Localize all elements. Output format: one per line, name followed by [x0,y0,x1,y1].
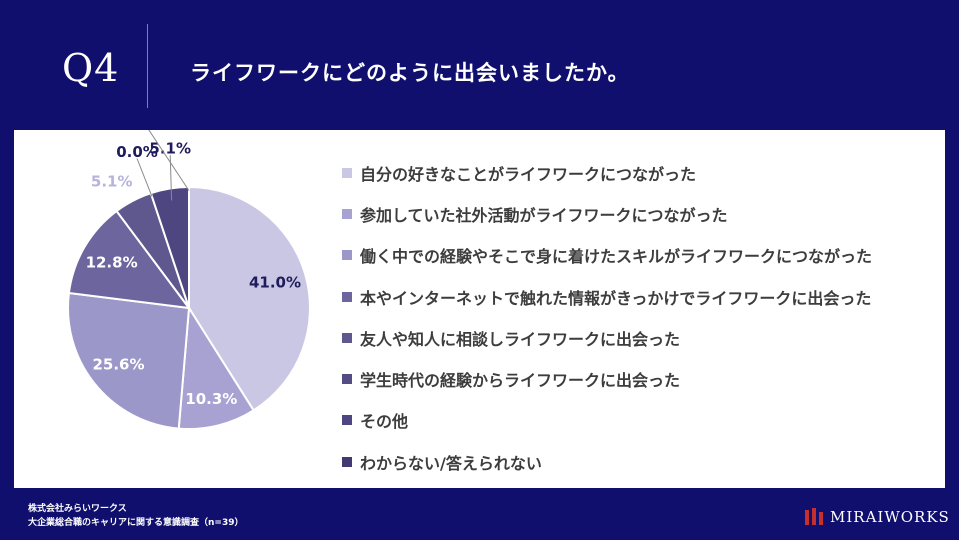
data-label: 5.1% [91,172,133,190]
legend-item: その他 [342,400,872,441]
legend-swatch [342,250,352,261]
pie-slice [67,209,192,310]
legend-item: 働く中での経験やそこで身に着けたスキルがライフワークにつながった [342,235,872,276]
legend-label: 本やインターネットで触れた情報がきっかけでライフワークに出会った [360,288,872,308]
logo-mark-icon [805,508,823,525]
data-label: 5.1% [149,140,191,158]
footer-source: 株式会社みらいワークス 大企業総合職のキャリアに関する意識調査（n=39） [28,502,243,530]
question-number: Q4 [62,46,120,90]
logo-text: MIRAIWORKS [830,508,950,526]
data-label: 10.3% [185,390,237,408]
data-label: 41.0% [249,274,301,292]
legend-swatch [342,332,352,343]
legend-swatch [342,291,352,302]
pie-slice [67,291,191,430]
legend-item: 参加していた社外活動がライフワークにつながった [342,193,872,234]
legend-swatch [342,374,352,385]
data-label: 12.8% [86,254,138,272]
pie-slice [177,304,255,430]
legend-item: 学生時代の経験からライフワークに出会った [342,358,872,399]
header: Q4 ライフワークにどのように出会いましたか。 [0,0,959,125]
legend-item: わからない/答えられない [342,441,872,482]
data-label: 25.6% [92,356,144,374]
legend-item: 本やインターネットで触れた情報がきっかけでライフワークに出会った [342,276,872,317]
footer-survey: 大企業総合職のキャリアに関する意識調査（n=39） [28,518,244,528]
legend-label: その他 [360,412,409,432]
pie-chart: 41.0%10.3%25.6%12.8%5.1%0.0%5.1%0.0% [67,130,311,430]
legend-label: 友人や知人に相談しライフワークに出会った [360,329,681,349]
legend: 自分の好きなことがライフワークにつながった参加していた社外活動がライフワークにつ… [342,152,872,482]
company-logo: MIRAIWORKS [804,507,950,527]
legend-label: 参加していた社外活動がライフワークにつながった [360,205,728,225]
legend-label: 学生時代の経験からライフワークに出会った [360,371,681,391]
legend-swatch [342,456,352,467]
legend-swatch [342,208,352,219]
chart-panel: 41.0%10.3%25.6%12.8%5.1%0.0%5.1%0.0% 自分の… [14,130,945,488]
legend-label: わからない/答えられない [360,453,542,473]
data-label: 0.0% [116,143,158,161]
legend-swatch [342,415,352,426]
footer-company: 株式会社みらいワークス [28,504,127,514]
legend-item: 友人や知人に相談しライフワークに出会った [342,317,872,358]
question-title: ライフワークにどのように出会いましたか。 [190,61,630,85]
header-divider [147,24,148,108]
legend-item: 自分の好きなことがライフワークにつながった [342,152,872,193]
label-leader-line [148,130,190,191]
legend-label: 自分の好きなことがライフワークにつながった [360,164,697,184]
legend-swatch [342,167,352,178]
legend-label: 働く中での経験やそこで身に着けたスキルがライフワークにつながった [360,247,873,267]
label-leader-line [136,158,153,197]
